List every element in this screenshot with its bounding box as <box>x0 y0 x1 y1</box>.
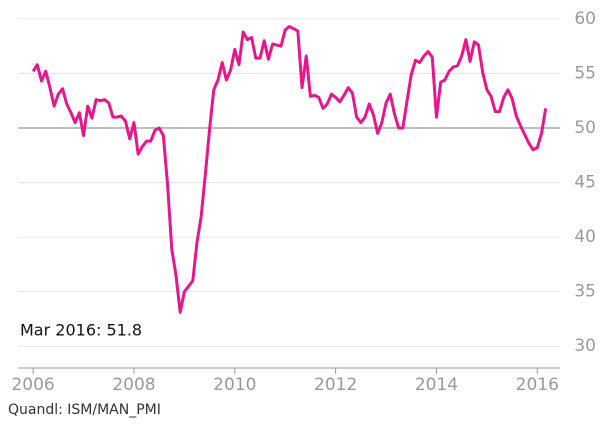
x-tick-label: 2012 <box>314 375 357 395</box>
x-tick-label: 2006 <box>11 375 54 395</box>
line <box>31 25 548 314</box>
y-tick-label: 55 <box>574 63 596 83</box>
x-tick-label: 2008 <box>112 375 155 395</box>
x-tick-label: 2016 <box>516 375 559 395</box>
y-tick-label: 30 <box>574 336 596 356</box>
y-tick-label: 50 <box>574 118 596 138</box>
annotation-background <box>17 318 146 342</box>
y-tick-label: 35 <box>574 282 596 302</box>
y-tick-label: 45 <box>574 173 596 193</box>
x-tick-label: 2014 <box>415 375 458 395</box>
y-tick-label: 60 <box>574 9 596 29</box>
annotation: Mar 2016: 51.8 <box>20 321 142 340</box>
x-tick-label: 2010 <box>213 375 256 395</box>
y-tick-label: 40 <box>574 227 596 247</box>
source: Quandl: ISM/MAN_PMI <box>8 402 161 418</box>
